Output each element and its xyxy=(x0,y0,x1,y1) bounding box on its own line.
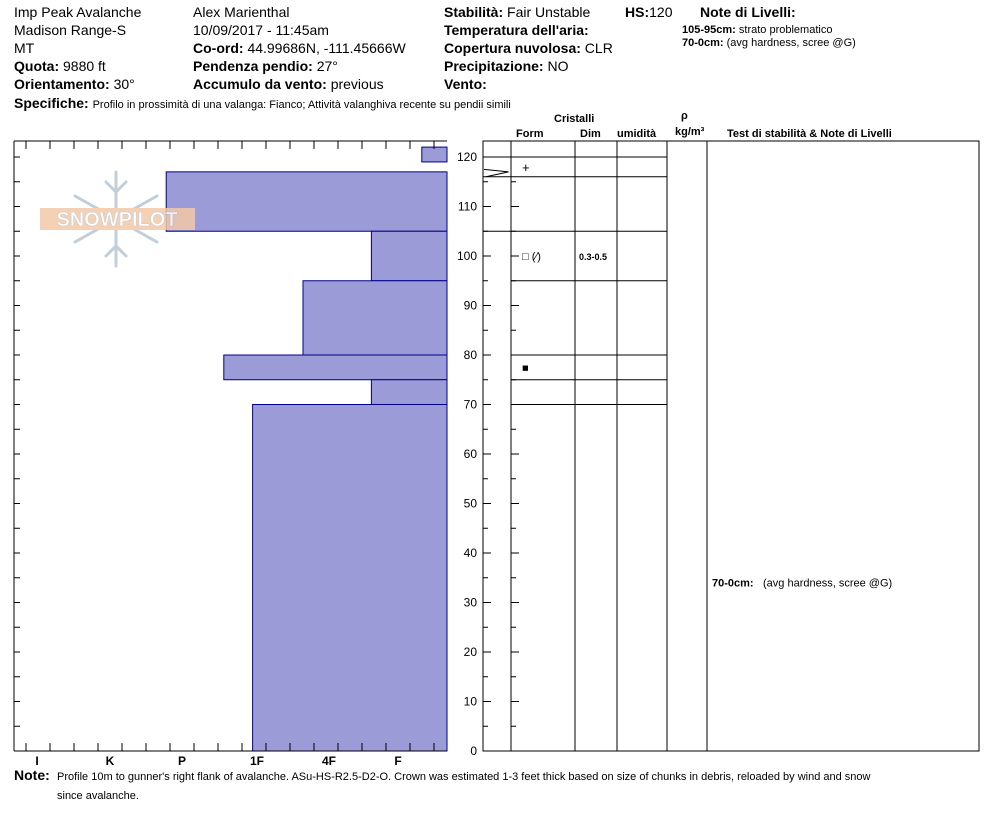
hardness-scale-label: 4F xyxy=(322,754,336,768)
crystal-symbols: + □ (⁄) 0.3-0.5 ■ xyxy=(522,160,607,374)
profile-table-frame xyxy=(482,140,980,752)
state: MT xyxy=(14,40,35,56)
elevation-value: 9880 ft xyxy=(63,58,106,74)
col-stability-notes: Test di stabilità & Note di Livelli xyxy=(727,128,892,140)
elevation-label: Quota: xyxy=(14,58,60,74)
wind-label: Accumulo da vento: xyxy=(193,76,327,92)
stability-label: Stabilità: xyxy=(444,4,504,20)
datetime: 10/09/2017 - 11:45am xyxy=(193,22,329,38)
hardness-layer-bar xyxy=(370,230,448,282)
snowpilot-watermark: SNOWPILOT xyxy=(40,170,195,268)
hardness-layer-bar xyxy=(421,146,448,163)
vento-label: Vento: xyxy=(444,76,487,92)
depth-axis-label: 50 xyxy=(464,497,478,511)
hardness-layer-bar xyxy=(370,379,448,405)
chart-frames xyxy=(13,140,980,752)
layer-note-1-range: 105-95cm: xyxy=(682,24,736,36)
crystal-form-symbol: ■ xyxy=(522,362,529,374)
note-text-line2: since avalanche. xyxy=(57,790,139,802)
specifics-label: Specifiche: xyxy=(14,95,89,111)
depth-axis-label: 70 xyxy=(464,398,478,412)
air-temp-label: Temperatura dell'aria: xyxy=(444,22,589,38)
stability-note-range: 70-0cm: xyxy=(712,578,754,590)
note-label: Note: xyxy=(14,767,50,783)
depth-axis-label: 20 xyxy=(464,645,478,659)
note-text-line1: Profile 10m to gunner's right flank of a… xyxy=(57,771,871,783)
aspect-value: 30° xyxy=(113,76,135,92)
stability-note-text: (avg hardness, scree @G) xyxy=(763,578,892,590)
observer: Alex Marienthal xyxy=(193,4,290,20)
cloud-label: Copertura nuvolosa: xyxy=(444,40,581,56)
hardness-layer-bar xyxy=(252,404,448,752)
cloud-cover: Copertura nuvolosa: CLR xyxy=(444,40,613,56)
precipitation: Precipitazione: NO xyxy=(444,58,568,74)
stability-note: 70-0cm: (avg hardness, scree @G) xyxy=(712,578,892,590)
crystal-form-symbol: + xyxy=(522,160,530,175)
slope-label: Pendenza pendio: xyxy=(193,58,313,74)
location: Imp Peak Avalanche xyxy=(14,4,142,20)
hs-label: HS: xyxy=(625,4,650,20)
specifics: Specifiche: Profilo in prossimità di una… xyxy=(14,95,511,113)
watermark-text: SNOWPILOT xyxy=(56,209,177,231)
col-umidita: umidità xyxy=(617,128,657,140)
depth-axis-label: 60 xyxy=(464,447,478,461)
wind: Vento: xyxy=(444,76,487,92)
hardness-scale-label: F xyxy=(394,754,401,768)
slope-value: 27° xyxy=(316,58,338,74)
layer-boundaries xyxy=(483,156,667,405)
hardness-scale-label: K xyxy=(106,754,115,768)
depth-axis-label: 120 xyxy=(457,150,477,164)
hardness-layer-bar xyxy=(223,354,448,381)
range: Madison Range-S xyxy=(14,22,127,38)
hardness-layer-bar xyxy=(165,171,448,232)
layer-note-1: 105-95cm: strato problematico xyxy=(682,24,832,37)
wind-value: previous xyxy=(330,76,384,92)
depth-axis-label: 40 xyxy=(464,546,478,560)
slope: Pendenza pendio: 27° xyxy=(193,58,338,74)
snow-height: HS:120 xyxy=(625,4,672,20)
elevation: Quota: 9880 ft xyxy=(14,58,106,74)
coordinates: Co-ord: 44.99686N, -111.45666W xyxy=(193,40,406,56)
precip-value: NO xyxy=(547,58,569,74)
hardness-layer-bar xyxy=(302,280,448,356)
wind-loading: Accumulo da vento: previous xyxy=(193,76,384,92)
stability: Stabilità: Fair Unstable xyxy=(444,4,590,20)
hardness-scale-label: 1F xyxy=(250,754,264,768)
chart-ticks: I K P 1F 4F F 0 10 20 30 40 50 60 70 80 90 100 110 120 xyxy=(14,141,519,768)
depth-axis-label: 100 xyxy=(457,249,477,263)
depth-axis-label: 0 xyxy=(470,744,477,758)
depth-axis-label: 80 xyxy=(464,348,478,362)
hardness-scale-label: P xyxy=(178,754,186,768)
air-temp: Temperatura dell'aria: xyxy=(444,22,589,38)
crystal-dim-value: 0.3-0.5 xyxy=(579,252,607,262)
depth-axis-label: 30 xyxy=(464,596,478,610)
layer-note-1-text: strato problematico xyxy=(738,24,833,36)
col-dim: Dim xyxy=(580,128,601,140)
precip-label: Precipitazione: xyxy=(444,58,544,74)
cloud-value: CLR xyxy=(584,40,613,56)
specifics-value: Profilo in prossimità di una valanga: Fi… xyxy=(92,99,511,111)
layer-notes-title: Note di Livelli: xyxy=(700,4,796,20)
depth-axis-label: 110 xyxy=(458,200,477,214)
coord-label: Co-ord: xyxy=(193,40,244,56)
aspect: Orientamento: 30° xyxy=(14,76,135,92)
col-rho: ρ xyxy=(681,110,688,122)
hardness-layers xyxy=(165,146,448,752)
temperature-profile-line xyxy=(483,168,509,178)
layer-note-2-range: 70-0cm: xyxy=(682,37,724,49)
coord-value: 44.99686N, -111.45666W xyxy=(247,40,406,56)
crystal-form-symbol: □ (⁄) xyxy=(522,251,541,263)
aspect-label: Orientamento: xyxy=(14,76,110,92)
col-cristalli: Cristalli xyxy=(554,113,595,125)
stability-value: Fair Unstable xyxy=(507,4,591,20)
hardness-scale-label: I xyxy=(35,754,38,768)
depth-axis-label: 10 xyxy=(464,695,478,709)
layer-note-2: 70-0cm: (avg hardness, scree @G) xyxy=(682,37,856,50)
col-form: Form xyxy=(516,128,544,140)
hs-value: 120 xyxy=(649,4,673,20)
depth-axis-label: 90 xyxy=(464,299,478,313)
col-density-unit: kg/m³ xyxy=(675,126,705,138)
layer-note-2-text: (avg hardness, scree @G) xyxy=(726,37,856,49)
